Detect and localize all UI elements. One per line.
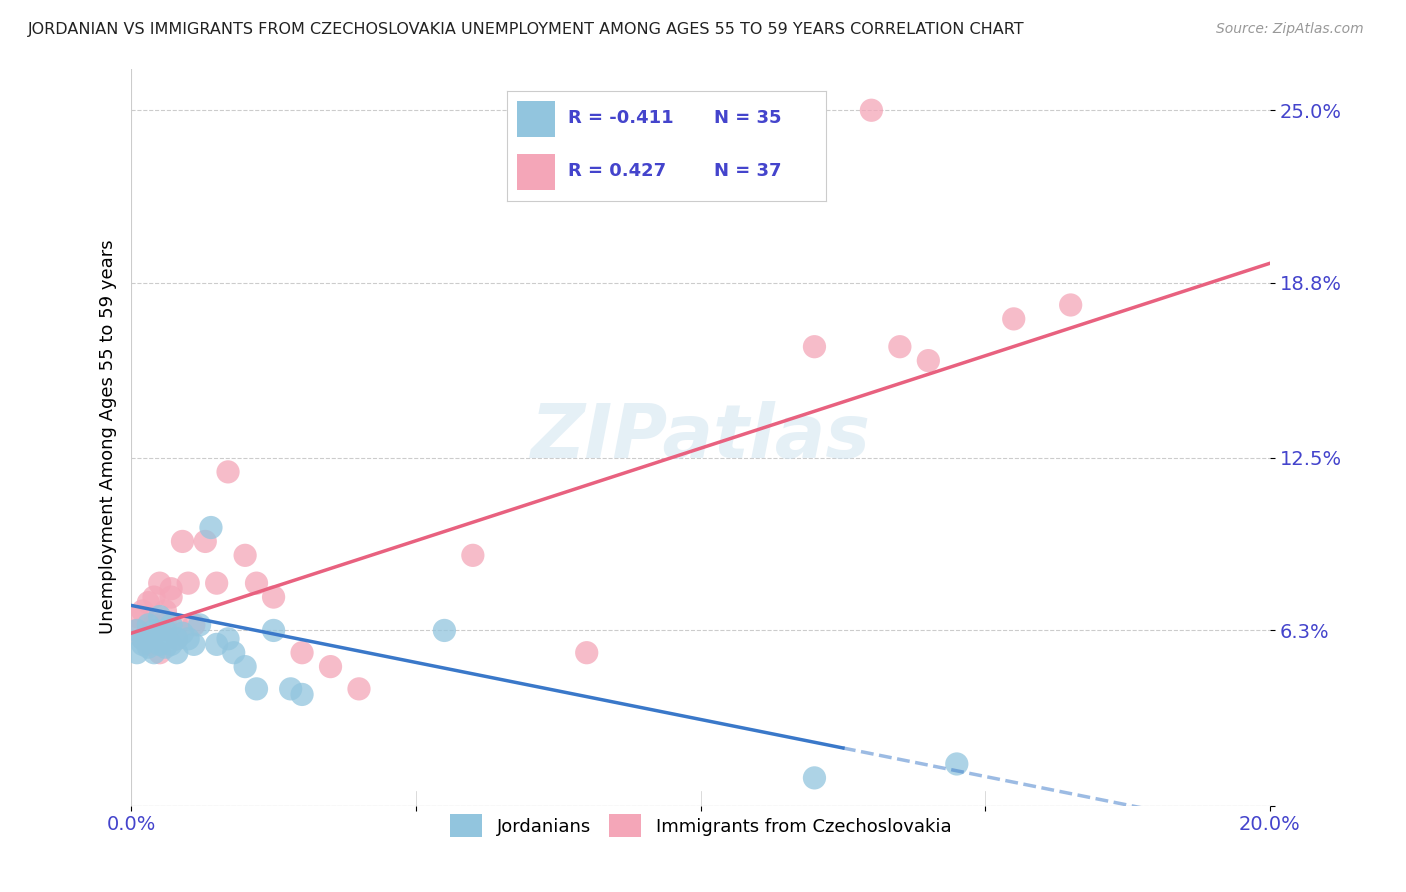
Point — [183, 637, 205, 651]
Text: ZIPatlas: ZIPatlas — [530, 401, 870, 474]
Point — [155, 632, 177, 646]
Point — [222, 646, 245, 660]
Point — [149, 576, 172, 591]
Legend: Jordanians, Immigrants from Czechoslovakia: Jordanians, Immigrants from Czechoslovak… — [443, 807, 959, 845]
Point — [946, 756, 969, 771]
Point — [291, 688, 314, 702]
Point — [461, 549, 484, 563]
Point — [188, 618, 211, 632]
Point — [131, 637, 153, 651]
Text: Source: ZipAtlas.com: Source: ZipAtlas.com — [1216, 22, 1364, 37]
Point — [143, 590, 166, 604]
Point — [155, 624, 177, 638]
Point — [160, 582, 183, 596]
Point — [149, 624, 172, 638]
Point — [149, 637, 172, 651]
Point — [136, 618, 159, 632]
Point — [860, 103, 883, 118]
Point — [155, 640, 177, 654]
Point — [1002, 311, 1025, 326]
Point — [347, 681, 370, 696]
Point — [160, 590, 183, 604]
Point — [575, 646, 598, 660]
Point — [131, 632, 153, 646]
Point — [131, 632, 153, 646]
Point — [125, 624, 148, 638]
Point — [143, 646, 166, 660]
Point — [183, 618, 205, 632]
Point — [166, 646, 188, 660]
Point — [131, 604, 153, 618]
Point — [1060, 298, 1083, 312]
Point — [136, 596, 159, 610]
Point — [205, 576, 228, 591]
Point — [245, 576, 267, 591]
Point — [889, 340, 911, 354]
Point — [233, 549, 256, 563]
Point — [155, 618, 177, 632]
Point — [143, 624, 166, 638]
Point — [177, 632, 200, 646]
Point — [166, 632, 188, 646]
Point — [149, 632, 172, 646]
Point — [433, 624, 456, 638]
Point — [177, 576, 200, 591]
Point — [160, 637, 183, 651]
Point — [217, 632, 239, 646]
Point — [149, 609, 172, 624]
Point — [125, 646, 148, 660]
Point — [245, 681, 267, 696]
Point — [319, 659, 342, 673]
Point — [263, 590, 285, 604]
Point — [291, 646, 314, 660]
Point — [172, 626, 194, 640]
Point — [280, 681, 302, 696]
Point — [217, 465, 239, 479]
Point — [917, 353, 939, 368]
Point — [803, 771, 825, 785]
Point — [143, 618, 166, 632]
Point — [136, 640, 159, 654]
Point — [172, 534, 194, 549]
Point — [149, 646, 172, 660]
Point — [160, 618, 183, 632]
Point — [166, 618, 188, 632]
Point — [263, 624, 285, 638]
Point — [233, 659, 256, 673]
Point — [155, 604, 177, 618]
Point — [166, 632, 188, 646]
Point — [200, 520, 222, 534]
Text: JORDANIAN VS IMMIGRANTS FROM CZECHOSLOVAKIA UNEMPLOYMENT AMONG AGES 55 TO 59 YEA: JORDANIAN VS IMMIGRANTS FROM CZECHOSLOVA… — [28, 22, 1025, 37]
Point — [136, 637, 159, 651]
Point — [803, 340, 825, 354]
Y-axis label: Unemployment Among Ages 55 to 59 years: Unemployment Among Ages 55 to 59 years — [100, 240, 117, 634]
Point — [194, 534, 217, 549]
Point — [136, 632, 159, 646]
Point — [125, 609, 148, 624]
Point — [205, 637, 228, 651]
Point — [125, 624, 148, 638]
